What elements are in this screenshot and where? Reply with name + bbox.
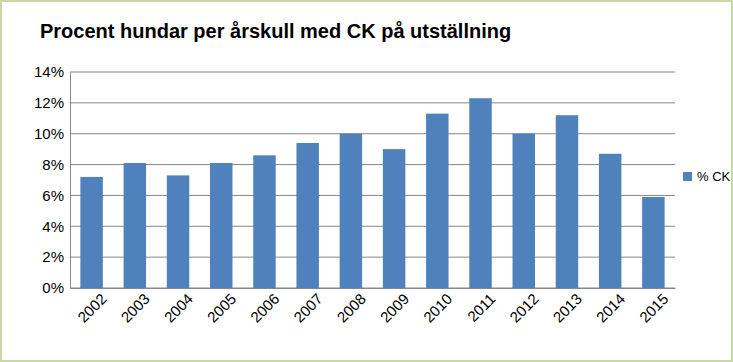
y-tick-label: 14% — [34, 63, 64, 80]
grid-line — [70, 288, 675, 289]
x-tick: 2010 — [420, 288, 456, 326]
y-tick: 8% — [42, 156, 70, 173]
y-tick: 6% — [42, 187, 70, 204]
grid-line — [70, 164, 675, 165]
bar — [296, 143, 318, 288]
grid-line — [70, 102, 675, 103]
x-tick-label: 2010 — [420, 290, 456, 326]
bars — [80, 98, 664, 288]
x-tick-label: 2014 — [593, 290, 629, 326]
bar — [469, 98, 491, 288]
bar — [253, 155, 275, 288]
legend: % CK — [683, 169, 731, 184]
x-tick-label: 2004 — [160, 290, 196, 326]
x-axis: 2002200320042005200620072008200920102011… — [71, 288, 676, 326]
x-tick: 2008 — [333, 288, 369, 326]
x-tick-label: 2006 — [247, 290, 283, 326]
y-tick-label: 4% — [42, 218, 64, 235]
x-tick: 2006 — [247, 288, 283, 326]
grid-line — [70, 195, 675, 196]
x-tick: 2005 — [204, 288, 240, 326]
y-tick: 0% — [42, 279, 70, 296]
y-axis-line — [70, 73, 71, 289]
x-tick-label: 2012 — [506, 290, 542, 326]
grid — [70, 72, 675, 288]
y-tick: 12% — [34, 94, 70, 111]
x-tick: 2002 — [74, 288, 110, 326]
bar — [124, 163, 146, 288]
bar — [513, 134, 535, 288]
chart: Procent hundar per årskull med CK på uts… — [0, 0, 733, 362]
bar — [210, 163, 232, 288]
bar — [340, 134, 362, 288]
grid-line — [70, 226, 675, 227]
x-tick: 2015 — [636, 288, 672, 326]
title: Procent hundar per årskull med CK på uts… — [40, 20, 511, 42]
bar — [556, 115, 578, 288]
x-axis-line — [71, 288, 676, 289]
x-tick-label: 2005 — [204, 290, 240, 326]
x-tick: 2013 — [549, 288, 585, 326]
grid-line — [70, 72, 675, 73]
x-tick-label: 2002 — [74, 290, 110, 326]
x-tick: 2014 — [593, 288, 629, 326]
background — [1, 1, 732, 361]
legend-swatch — [683, 172, 692, 181]
y-tick: 14% — [34, 63, 70, 80]
x-tick-label: 2011 — [464, 290, 499, 325]
x-tick: 2003 — [117, 288, 153, 326]
bar — [599, 154, 621, 288]
x-tick-label: 2015 — [636, 290, 672, 326]
legend-label: % CK — [697, 169, 731, 184]
bar — [426, 114, 448, 288]
y-tick-label: 8% — [42, 156, 64, 173]
x-tick-label: 2008 — [333, 290, 369, 326]
grid-line — [70, 257, 675, 258]
y-tick-label: 2% — [42, 248, 64, 265]
y-axis: 0% 2% 4% 6% 8% 10% 12% 14% — [34, 63, 71, 296]
x-tick-label: 2003 — [117, 290, 153, 326]
y-tick: 4% — [42, 218, 70, 235]
x-tick: 2007 — [290, 288, 326, 326]
x-tick-label: 2009 — [377, 290, 413, 326]
y-tick: 2% — [42, 248, 70, 265]
x-tick-label: 2007 — [290, 290, 326, 326]
y-tick-label: 6% — [42, 187, 64, 204]
bar — [642, 197, 664, 288]
y-tick-label: 0% — [42, 279, 64, 296]
x-tick: 2004 — [160, 288, 196, 326]
bar — [383, 149, 405, 288]
x-tick: 2009 — [377, 288, 413, 326]
y-tick: 10% — [34, 125, 70, 142]
bar — [167, 175, 189, 288]
x-tick: 2012 — [506, 288, 542, 326]
bar — [80, 177, 102, 288]
grid-line — [70, 133, 675, 134]
x-tick: 2011 — [464, 288, 499, 325]
x-tick-label: 2013 — [549, 290, 585, 326]
y-tick-label: 10% — [34, 125, 64, 142]
y-tick-label: 12% — [34, 94, 64, 111]
